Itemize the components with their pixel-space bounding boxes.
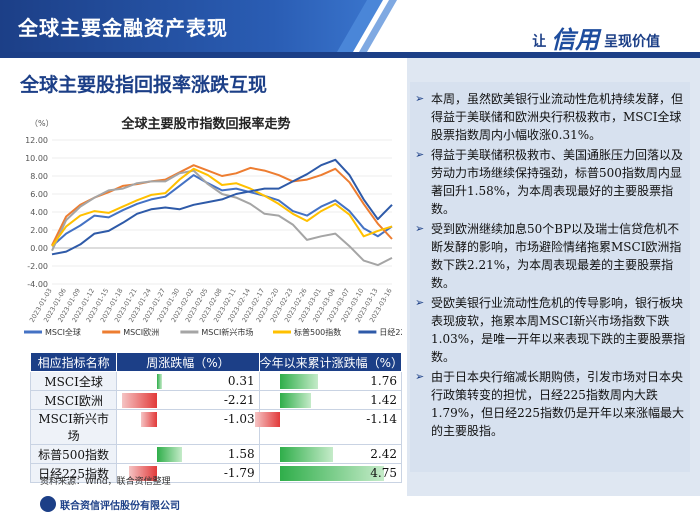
- value-bar: [128, 466, 158, 481]
- value-cell: 1.76: [258, 371, 403, 391]
- chart-title: 全球主要股市指数回报率走势: [120, 116, 290, 132]
- legend-label: MSCI新兴市场: [201, 327, 253, 337]
- value-cell: 4.75: [258, 463, 403, 483]
- y-tick-label: 6.00: [30, 190, 48, 199]
- table-header: 周涨跌幅（%）: [116, 352, 260, 372]
- value-cell: 2.42: [258, 444, 403, 464]
- metrics-table: 相应指标名称 周涨跌幅（%） 今年以来累计涨跌幅（%） MSCI全球 0.31 1.…: [29, 352, 403, 483]
- table-row: MSCI欧洲 -2.21 1.42: [29, 390, 403, 410]
- value-text: 0.31: [227, 374, 255, 388]
- value-text: -1.79: [223, 466, 255, 480]
- header-slogan: 让 信用 呈现价值: [532, 18, 660, 54]
- commentary-item: 受到欧洲继续加息50个BP以及瑞士信贷危机不断发酵的影响，市场避险情绪拖累MSC…: [413, 220, 687, 292]
- slogan-big: 信用: [551, 25, 600, 54]
- value-text: -1.14: [366, 412, 397, 426]
- header-underline: [0, 52, 700, 58]
- table-row: MSCI新兴市场 -1.03 -1.14: [29, 409, 403, 445]
- chart: 全球主要股市指数回报率走势 （%） 12.00 10.00 8.00 6.00 4.00 2.…: [10, 104, 427, 344]
- line-chart-svg: 全球主要股市指数回报率走势 （%） 12.00 10.00 8.00 6.00 4.00 2.…: [24, 116, 427, 337]
- source-note: 资料来源：Wind，联合资信整理: [40, 477, 171, 487]
- row-name: 标普500指数: [29, 444, 118, 464]
- y-axis-label: （%）: [30, 119, 54, 128]
- legend-label: 标普500指数: [294, 327, 341, 337]
- y-tick-label: -4.00: [27, 280, 48, 289]
- y-tick-label: 12.00: [25, 136, 48, 145]
- value-text: -1.03: [223, 412, 255, 426]
- value-text: 4.75: [370, 466, 397, 480]
- value-bar: [279, 447, 333, 462]
- value-cell: 1.58: [116, 444, 260, 464]
- header-band: [0, 0, 372, 52]
- y-tick-label: 0.00: [30, 244, 48, 253]
- y-tick-label: 2.00: [30, 226, 48, 235]
- value-bar: [279, 466, 385, 481]
- value-cell: -1.79: [116, 463, 260, 483]
- value-bar: [254, 412, 280, 427]
- value-bar: [279, 393, 311, 408]
- table-header-row: 相应指标名称 周涨跌幅（%） 今年以来累计涨跌幅（%）: [29, 352, 403, 372]
- legend-label: MSCI全球: [45, 327, 81, 337]
- y-tick-label: 10.00: [25, 154, 48, 163]
- table-header: 相应指标名称: [29, 352, 118, 372]
- table-row: 标普500指数 1.58 2.42: [29, 444, 403, 464]
- commentary-item: 受欧美银行业流动性危机的传导影响，银行板块表现疲软，拖累本周MSCI新兴市场指数…: [413, 294, 687, 366]
- value-bar: [157, 374, 163, 389]
- legend-label: MSCI欧洲: [123, 327, 159, 337]
- value-text: 1.58: [227, 447, 255, 461]
- commentary-item: 由于日本央行缩减长期购债，引发市场对日本央行政策转变的担忧，日经225指数周内大…: [413, 368, 687, 440]
- y-tick-label: 4.00: [30, 208, 48, 217]
- value-cell: -1.14: [254, 409, 403, 445]
- value-cell: 0.31: [116, 371, 260, 391]
- value-bar: [140, 412, 158, 427]
- slogan-prefix: 让: [532, 34, 547, 50]
- row-name: MSCI新兴市场: [29, 409, 118, 445]
- commentary-list: 本周，虽然欧美银行业流动性危机持续发酵，但得益于美联储和欧洲央行积极救市，MSC…: [413, 90, 687, 442]
- legend-label: 日经225指数: [379, 327, 402, 337]
- table-header: 今年以来累计涨跌幅（%）: [258, 352, 403, 372]
- series-line: [51, 167, 393, 247]
- series-line: [51, 174, 393, 247]
- y-tick-label: 8.00: [30, 172, 48, 181]
- row-name: MSCI全球: [29, 371, 118, 391]
- value-bar: [121, 393, 158, 408]
- series-line: [51, 169, 393, 267]
- series-line: [51, 158, 393, 256]
- table-row: 日经225指数 -1.79 4.75: [29, 463, 403, 483]
- value-cell: -2.21: [116, 390, 260, 410]
- slogan-suffix: 呈现价值: [604, 34, 660, 50]
- value-text: 1.76: [370, 374, 397, 388]
- value-bar: [157, 447, 183, 462]
- y-tick-label: -2.00: [27, 262, 48, 271]
- value-text: -2.21: [223, 393, 255, 407]
- table-row: MSCI全球 0.31 1.76: [29, 371, 403, 391]
- series-line: [51, 164, 393, 246]
- header-title: 全球主要金融资产表现: [18, 16, 228, 40]
- value-bar: [279, 374, 319, 389]
- header: 全球主要金融资产表现 让 信用 呈现价值: [0, 0, 700, 54]
- value-cell: 1.42: [258, 390, 403, 410]
- value-text: 1.42: [370, 393, 397, 407]
- company-logo-icon: [40, 496, 56, 512]
- value-cell: -1.03: [116, 409, 260, 445]
- value-text: 2.42: [370, 447, 397, 461]
- company-logo: 联合资信评估股份有限公司: [60, 501, 180, 512]
- commentary-item: 本周，虽然欧美银行业流动性危机持续发酵，但得益于美联储和欧洲央行积极救市，MSC…: [413, 90, 687, 144]
- row-name: MSCI欧洲: [29, 390, 118, 410]
- footer: [0, 496, 700, 513]
- row-name: 日经225指数: [29, 463, 118, 483]
- section-title: 全球主要股指回报率涨跌互现: [20, 74, 268, 96]
- commentary-item: 得益于美联储积极救市、美国通胀压力回落以及劳动力市场继续保持强劲，标普500指数…: [413, 146, 687, 218]
